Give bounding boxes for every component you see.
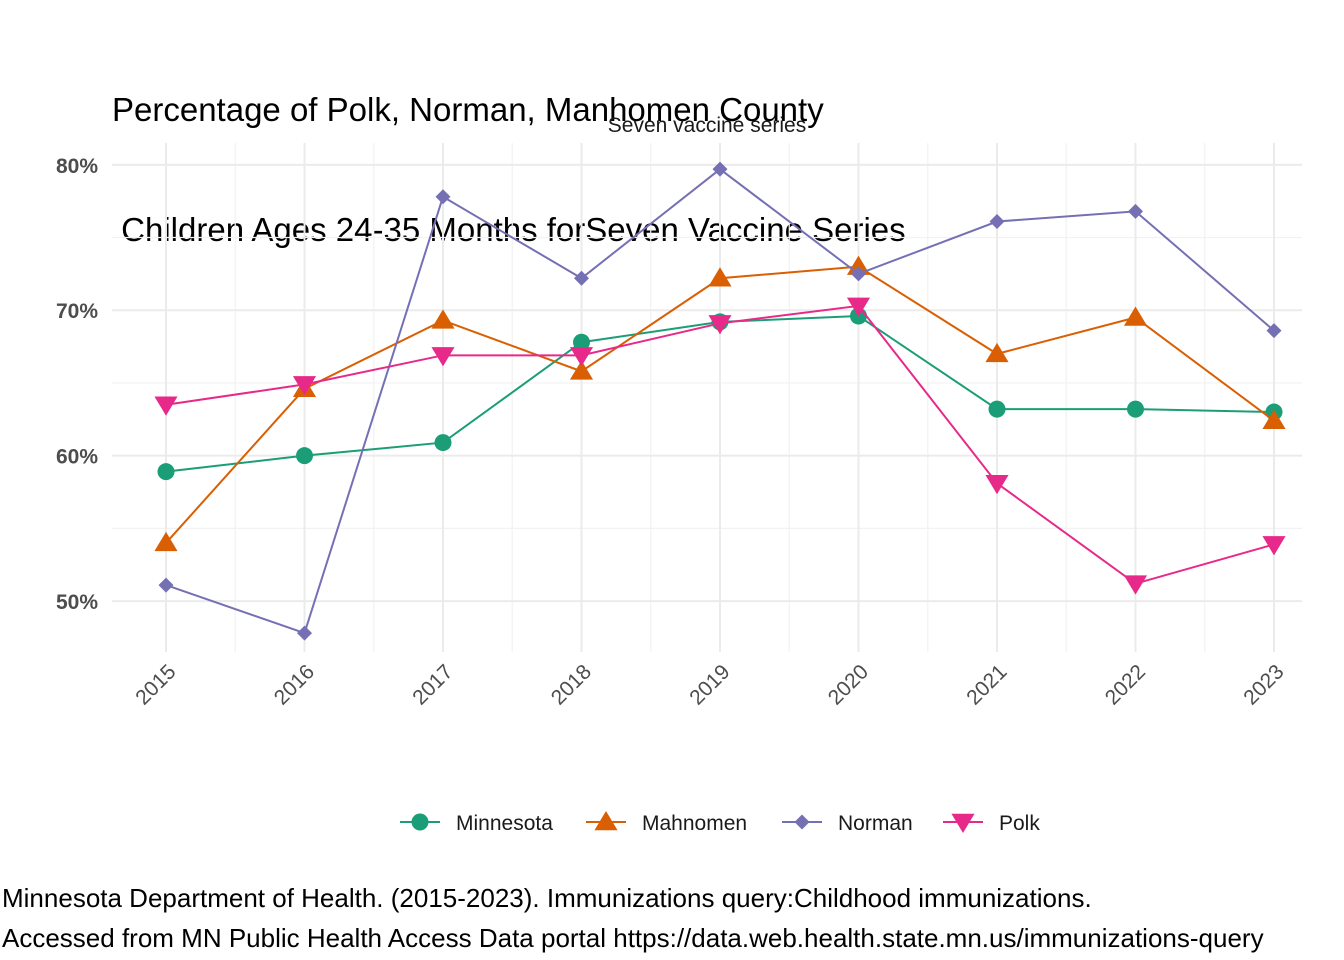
data-point-minnesota bbox=[573, 333, 590, 351]
data-point-minnesota bbox=[434, 434, 452, 452]
chart-title-line-1: Percentage of Polk, Norman, Manhomen Cou… bbox=[112, 91, 824, 128]
y-tick-label: 70% bbox=[56, 300, 98, 323]
data-point-polk bbox=[846, 297, 871, 317]
x-tick-label: 2017 bbox=[408, 660, 457, 709]
data-point-minnesota bbox=[296, 447, 313, 465]
x-tick-label: 2022 bbox=[1101, 660, 1150, 709]
source-caption-line-2: Accessed from MN Public Health Access Da… bbox=[2, 923, 1264, 953]
y-tick-label: 50% bbox=[56, 591, 98, 614]
x-tick-label: 2019 bbox=[685, 660, 734, 709]
legend-key-marker bbox=[794, 814, 810, 830]
y-tick-label: 80% bbox=[56, 155, 98, 178]
data-point-norman bbox=[435, 189, 451, 205]
data-point-polk bbox=[569, 347, 594, 367]
data-point-polk bbox=[708, 315, 732, 335]
x-tick-label: 2020 bbox=[824, 660, 873, 709]
facet-label: Seven vaccine series bbox=[608, 114, 806, 137]
legend-label: Polk bbox=[999, 812, 1040, 835]
series-norman bbox=[158, 161, 1282, 641]
line-chart: Seven vaccine series 50% 60% 70% 80% 2015 2016… bbox=[56, 114, 1302, 835]
data-point-polk bbox=[1262, 536, 1286, 556]
data-point-mahnomen bbox=[985, 342, 1009, 363]
legend-item-mahnomen: Mahnomen bbox=[586, 811, 747, 835]
data-point-norman bbox=[574, 270, 589, 286]
x-tick-label: 2023 bbox=[1239, 660, 1288, 709]
x-tick-label: 2021 bbox=[962, 660, 1011, 709]
legend-label: Mahnomen bbox=[642, 812, 747, 835]
data-point-mahnomen bbox=[569, 360, 594, 380]
data-point-norman bbox=[851, 266, 866, 282]
legend-key-marker bbox=[951, 813, 975, 833]
data-point-mahnomen bbox=[1262, 409, 1286, 430]
x-tick-label: 2018 bbox=[547, 660, 596, 709]
data-point-norman bbox=[989, 214, 1005, 230]
data-point-polk bbox=[431, 347, 455, 367]
legend-label: Norman bbox=[838, 812, 913, 835]
legend-key-marker bbox=[411, 813, 429, 831]
y-tick-label: 60% bbox=[56, 446, 98, 469]
data-point-norman bbox=[297, 625, 312, 641]
data-point-mahnomen bbox=[708, 267, 732, 287]
data-point-polk bbox=[985, 475, 1009, 495]
legend-item-norman: Norman bbox=[782, 812, 913, 835]
legend: Minnesota Mahnomen Norman Polk bbox=[400, 811, 1040, 835]
legend-key-marker bbox=[594, 811, 618, 831]
data-point-norman bbox=[712, 161, 728, 177]
legend-item-minnesota: Minnesota bbox=[400, 812, 553, 835]
data-point-norman bbox=[1266, 323, 1282, 339]
x-tick-label: 2016 bbox=[270, 660, 319, 709]
data-point-norman bbox=[1128, 203, 1143, 219]
series-mahnomen bbox=[154, 255, 1286, 552]
data-point-minnesota bbox=[988, 400, 1006, 418]
data-point-polk bbox=[292, 376, 317, 396]
data-point-polk bbox=[154, 396, 178, 416]
data-point-mahnomen bbox=[154, 531, 178, 552]
source-caption-line-1: Minnesota Department of Health. (2015-20… bbox=[2, 883, 1092, 913]
data-point-polk bbox=[1123, 575, 1148, 595]
data-point-minnesota bbox=[157, 463, 175, 481]
data-point-mahnomen bbox=[431, 309, 455, 329]
legend-label: Minnesota bbox=[456, 812, 553, 835]
data-point-minnesota bbox=[1127, 400, 1144, 418]
x-tick-label: 2015 bbox=[131, 660, 180, 709]
data-point-norman bbox=[158, 577, 174, 593]
series-polk bbox=[154, 297, 1286, 595]
legend-item-polk: Polk bbox=[943, 812, 1040, 835]
data-point-mahnomen bbox=[1123, 306, 1148, 326]
